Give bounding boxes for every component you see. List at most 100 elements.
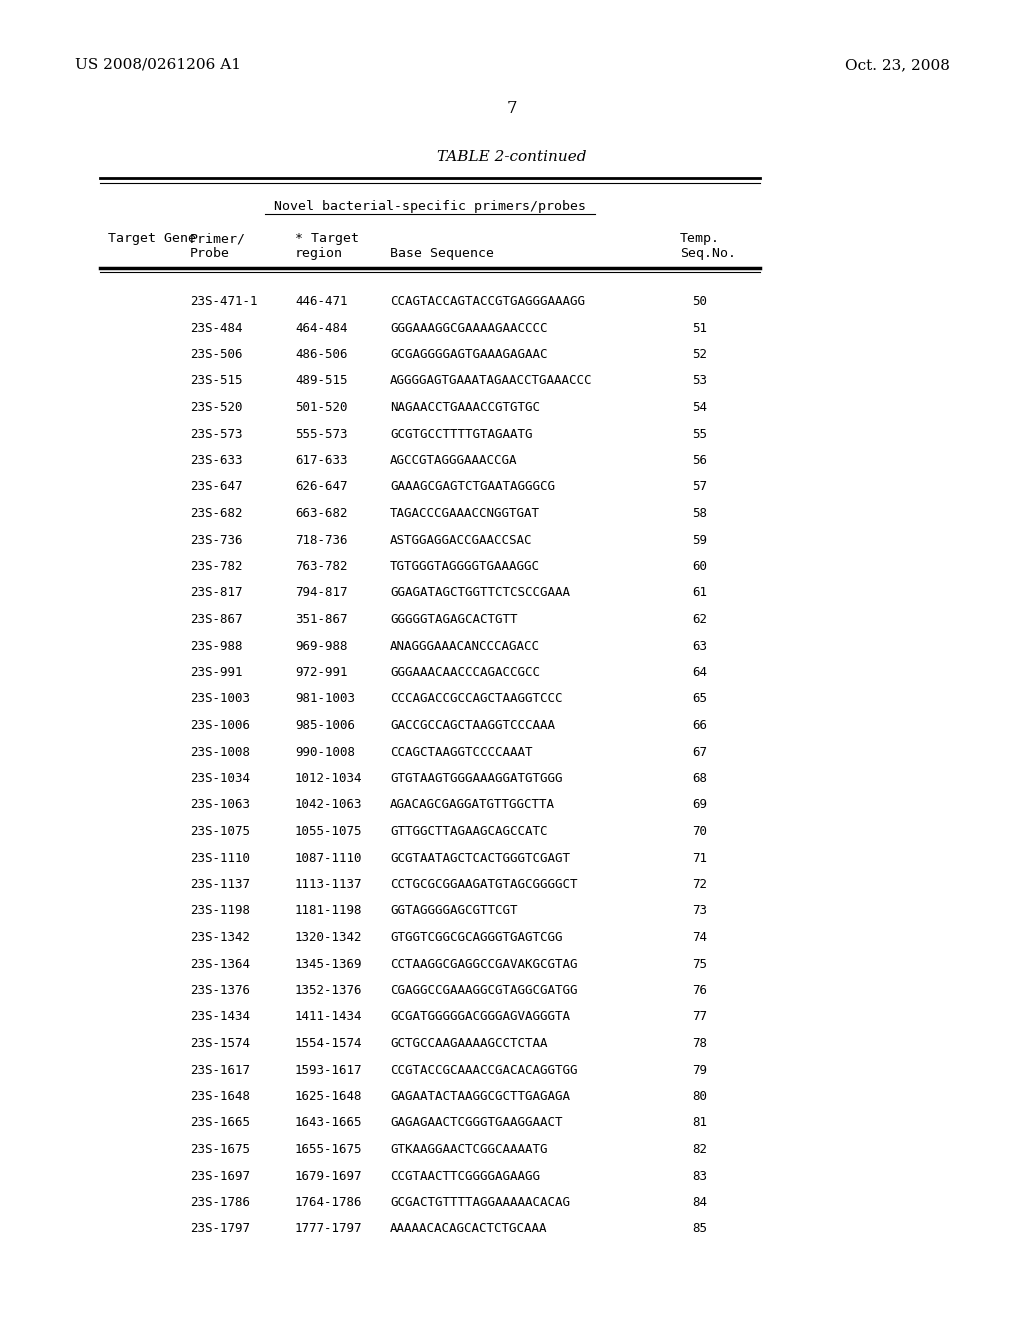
Text: 1320-1342: 1320-1342 (295, 931, 362, 944)
Text: * Target: * Target (295, 232, 359, 246)
Text: 23S-520: 23S-520 (190, 401, 243, 414)
Text: CCTGCGCGGAAGATGTAGCGGGGCT: CCTGCGCGGAAGATGTAGCGGGGCT (390, 878, 578, 891)
Text: GTGTAAGTGGGAAAGGATGTGGG: GTGTAAGTGGGAAAGGATGTGGG (390, 772, 562, 785)
Text: 23S-1786: 23S-1786 (190, 1196, 250, 1209)
Text: 81: 81 (692, 1117, 708, 1130)
Text: 55: 55 (692, 428, 708, 441)
Text: 75: 75 (692, 957, 708, 970)
Text: TGTGGGTAGGGGTGAAAGGC: TGTGGGTAGGGGTGAAAGGC (390, 560, 540, 573)
Text: AGACAGCGAGGATGTTGGCTTA: AGACAGCGAGGATGTTGGCTTA (390, 799, 555, 812)
Text: 23S-1075: 23S-1075 (190, 825, 250, 838)
Text: GAAAGCGAGTCTGAATAGGGCG: GAAAGCGAGTCTGAATAGGGCG (390, 480, 555, 494)
Text: 1012-1034: 1012-1034 (295, 772, 362, 785)
Text: 82: 82 (692, 1143, 708, 1156)
Text: 84: 84 (692, 1196, 708, 1209)
Text: 23S-573: 23S-573 (190, 428, 243, 441)
Text: 64: 64 (692, 667, 708, 678)
Text: 23S-1797: 23S-1797 (190, 1222, 250, 1236)
Text: ANAGGGAAACANCCCAGACC: ANAGGGAAACANCCCAGACC (390, 639, 540, 652)
Text: 23S-1137: 23S-1137 (190, 878, 250, 891)
Text: 23S-991: 23S-991 (190, 667, 243, 678)
Text: region: region (295, 247, 343, 260)
Text: CCGTACCGCAAACCGACACAGGTGG: CCGTACCGCAAACCGACACAGGTGG (390, 1064, 578, 1077)
Text: GGAGATAGCTGGTTCTCSCCGAAA: GGAGATAGCTGGTTCTCSCCGAAA (390, 586, 570, 599)
Text: 23S-782: 23S-782 (190, 560, 243, 573)
Text: 68: 68 (692, 772, 708, 785)
Text: 23S-633: 23S-633 (190, 454, 243, 467)
Text: 23S-682: 23S-682 (190, 507, 243, 520)
Text: 23S-1434: 23S-1434 (190, 1011, 250, 1023)
Text: GCGATGGGGGACGGGAGVAGGGTA: GCGATGGGGGACGGGAGVAGGGTA (390, 1011, 570, 1023)
Text: CCCAGACCGCCAGCTAAGGTCCC: CCCAGACCGCCAGCTAAGGTCCC (390, 693, 562, 705)
Text: GTTGGCTTAGAAGCAGCCATC: GTTGGCTTAGAAGCAGCCATC (390, 825, 548, 838)
Text: 555-573: 555-573 (295, 428, 347, 441)
Text: 23S-1364: 23S-1364 (190, 957, 250, 970)
Text: 56: 56 (692, 454, 708, 467)
Text: 23S-1574: 23S-1574 (190, 1038, 250, 1049)
Text: 78: 78 (692, 1038, 708, 1049)
Text: 67: 67 (692, 746, 708, 759)
Text: 23S-1006: 23S-1006 (190, 719, 250, 733)
Text: GAGAATACTAAGGCGCTTGAGAGA: GAGAATACTAAGGCGCTTGAGAGA (390, 1090, 570, 1104)
Text: Probe: Probe (190, 247, 230, 260)
Text: AGCCGTAGGGAAACCGA: AGCCGTAGGGAAACCGA (390, 454, 517, 467)
Text: CCAGCTAAGGTCCCCAAAT: CCAGCTAAGGTCCCCAAAT (390, 746, 532, 759)
Text: 972-991: 972-991 (295, 667, 347, 678)
Text: US 2008/0261206 A1: US 2008/0261206 A1 (75, 58, 241, 73)
Text: GTGGTCGGCGCAGGGTGAGTCGG: GTGGTCGGCGCAGGGTGAGTCGG (390, 931, 562, 944)
Text: 72: 72 (692, 878, 708, 891)
Text: 62: 62 (692, 612, 708, 626)
Text: 23S-1198: 23S-1198 (190, 904, 250, 917)
Text: 1113-1137: 1113-1137 (295, 878, 362, 891)
Text: 794-817: 794-817 (295, 586, 347, 599)
Text: 1055-1075: 1055-1075 (295, 825, 362, 838)
Text: 23S-1675: 23S-1675 (190, 1143, 250, 1156)
Text: 1042-1063: 1042-1063 (295, 799, 362, 812)
Text: 23S-736: 23S-736 (190, 533, 243, 546)
Text: 663-682: 663-682 (295, 507, 347, 520)
Text: 54: 54 (692, 401, 708, 414)
Text: GGGAAAGGCGAAAAGAACCCC: GGGAAAGGCGAAAAGAACCCC (390, 322, 548, 334)
Text: 1087-1110: 1087-1110 (295, 851, 362, 865)
Text: 1625-1648: 1625-1648 (295, 1090, 362, 1104)
Text: TAGACCCGAAACCNGGTGAT: TAGACCCGAAACCNGGTGAT (390, 507, 540, 520)
Text: 1352-1376: 1352-1376 (295, 983, 362, 997)
Text: 74: 74 (692, 931, 708, 944)
Text: 501-520: 501-520 (295, 401, 347, 414)
Text: 50: 50 (692, 294, 708, 308)
Text: 63: 63 (692, 639, 708, 652)
Text: CCGTAACTTCGGGGAGAAGG: CCGTAACTTCGGGGAGAAGG (390, 1170, 540, 1183)
Text: 626-647: 626-647 (295, 480, 347, 494)
Text: 65: 65 (692, 693, 708, 705)
Text: AAAAACACAGCACTCTGCAAA: AAAAACACAGCACTCTGCAAA (390, 1222, 548, 1236)
Text: 59: 59 (692, 533, 708, 546)
Text: 7: 7 (507, 100, 517, 117)
Text: 981-1003: 981-1003 (295, 693, 355, 705)
Text: 23S-1008: 23S-1008 (190, 746, 250, 759)
Text: GCTGCCAAGAAAAGCCTCTAA: GCTGCCAAGAAAAGCCTCTAA (390, 1038, 548, 1049)
Text: 1655-1675: 1655-1675 (295, 1143, 362, 1156)
Text: GCGACTGTTTTAGGAAAAACACAG: GCGACTGTTTTAGGAAAAACACAG (390, 1196, 570, 1209)
Text: ASTGGAGGACCGAACCSAC: ASTGGAGGACCGAACCSAC (390, 533, 532, 546)
Text: 1679-1697: 1679-1697 (295, 1170, 362, 1183)
Text: 76: 76 (692, 983, 708, 997)
Text: 23S-1342: 23S-1342 (190, 931, 250, 944)
Text: 58: 58 (692, 507, 708, 520)
Text: Oct. 23, 2008: Oct. 23, 2008 (845, 58, 950, 73)
Text: Target Gene: Target Gene (108, 232, 196, 246)
Text: GCGAGGGGAGTGAAAGAGAAC: GCGAGGGGAGTGAAAGAGAAC (390, 348, 548, 360)
Text: 71: 71 (692, 851, 708, 865)
Text: 1181-1198: 1181-1198 (295, 904, 362, 917)
Text: 52: 52 (692, 348, 708, 360)
Text: GAGAGAACTCGGGTGAAGGAACT: GAGAGAACTCGGGTGAAGGAACT (390, 1117, 562, 1130)
Text: CCTAAGGCGAGGCCGAVAKGCGTAG: CCTAAGGCGAGGCCGAVAKGCGTAG (390, 957, 578, 970)
Text: 23S-1648: 23S-1648 (190, 1090, 250, 1104)
Text: 23S-506: 23S-506 (190, 348, 243, 360)
Text: 23S-1697: 23S-1697 (190, 1170, 250, 1183)
Text: 51: 51 (692, 322, 708, 334)
Text: 23S-1063: 23S-1063 (190, 799, 250, 812)
Text: Seq.No.: Seq.No. (680, 247, 736, 260)
Text: GGTAGGGGAGCGTTCGT: GGTAGGGGAGCGTTCGT (390, 904, 517, 917)
Text: CGAGGCCGAAAGGCGTAGGCGATGG: CGAGGCCGAAAGGCGTAGGCGATGG (390, 983, 578, 997)
Text: 69: 69 (692, 799, 708, 812)
